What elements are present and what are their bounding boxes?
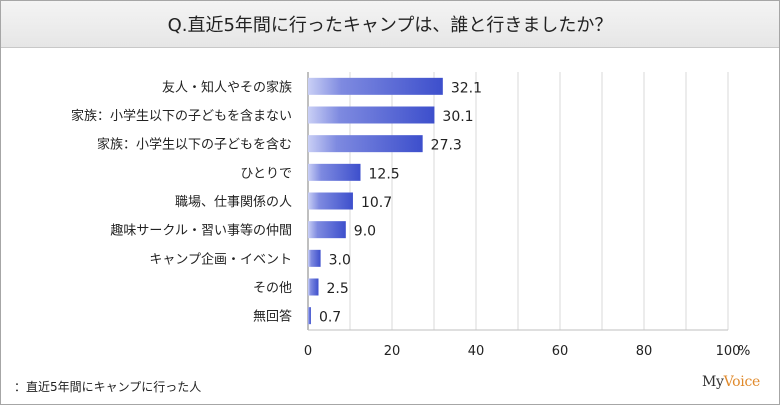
brand-logo: MyVoice	[702, 374, 760, 390]
x-tick-label: 80	[636, 344, 653, 359]
bar	[308, 192, 353, 210]
value-label: 30.1	[442, 109, 473, 125]
bar	[308, 106, 435, 124]
category-label: キャンプ企画・イベント	[149, 251, 292, 267]
category-label: その他	[253, 281, 292, 296]
bar	[308, 135, 423, 153]
value-label: 27.3	[431, 138, 462, 154]
bar	[308, 221, 346, 239]
bar	[308, 163, 361, 181]
value-label: 0.7	[319, 310, 341, 326]
bar	[308, 278, 319, 296]
bar	[308, 307, 311, 325]
value-label: 2.5	[327, 281, 349, 297]
bar	[308, 249, 321, 267]
x-unit-label: %	[738, 344, 750, 359]
bar	[308, 77, 443, 95]
value-label: 3.0	[329, 252, 351, 268]
category-label: ひとりで	[240, 166, 292, 181]
value-label: 10.7	[361, 195, 392, 211]
x-tick-label: 20	[384, 344, 401, 359]
value-label: 12.5	[369, 166, 400, 182]
brand-prefix: My	[701, 374, 724, 390]
value-label: 32.1	[451, 80, 482, 96]
chart-title: Q.直近5年間に行ったキャンプは、誰と行きましたか？	[1, 1, 779, 48]
category-label: 家族：小学生以下の子どもを含まない	[71, 108, 292, 124]
category-label: 趣味サークル・習い事等の仲間	[110, 223, 292, 239]
value-label: 9.0	[354, 224, 376, 240]
x-tick-label: 40	[468, 344, 485, 359]
category-label: 職場、仕事関係の人	[175, 195, 292, 210]
x-tick-label: 100	[716, 344, 741, 359]
category-label: 家族：小学生以下の子どもを含む	[97, 137, 292, 153]
brand-suffix: Voice	[723, 374, 761, 390]
category-label: 無回答	[253, 309, 292, 325]
x-tick-label: 60	[552, 344, 569, 359]
x-tick-label: 0	[304, 344, 312, 359]
footer-note: ：直近5年間にキャンプに行った人	[14, 380, 202, 394]
category-label: 友人・知人やその家族	[162, 79, 292, 95]
